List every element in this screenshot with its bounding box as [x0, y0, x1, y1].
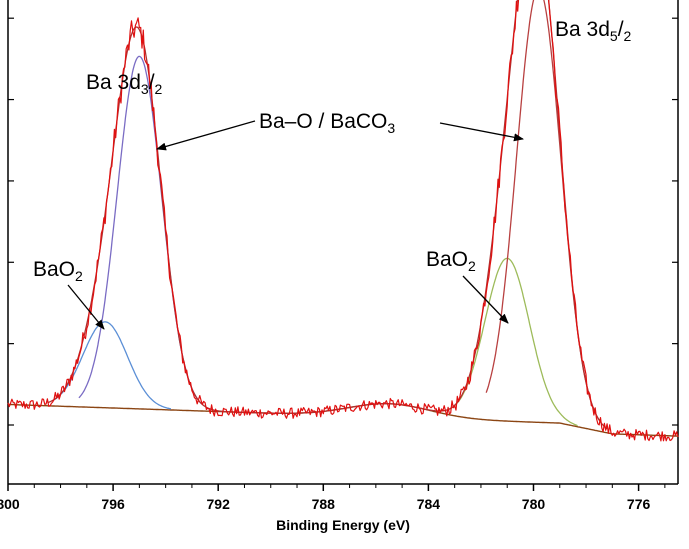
- spectrum-curves: [7, 0, 679, 442]
- ba-o-3d3-peak: [78, 55, 203, 405]
- x-tick-label: 776: [627, 496, 651, 512]
- label-bao2-left: BaO2: [33, 258, 83, 284]
- x-tick-label: 796: [101, 496, 125, 512]
- arrow-to-bao2-right: [462, 275, 509, 324]
- bao2-3d3-peak: [52, 321, 171, 410]
- x-tick-label: 780: [522, 496, 546, 512]
- peak-label-ba-3d5: Ba 3d5/2: [555, 18, 632, 44]
- x-axis-label: Binding Energy (eV): [276, 517, 410, 533]
- peak-label-ba-3d3: Ba 3d3/2: [86, 71, 163, 97]
- x-tick-label: 784: [417, 496, 441, 512]
- y-axis-ticks: [8, 17, 678, 426]
- x-tick-label: 788: [312, 496, 336, 512]
- experimental-data: [7, 0, 679, 442]
- bao2-3d5-peak: [446, 257, 578, 427]
- x-tick-label: 800: [0, 496, 20, 512]
- arrow-to-bao2-left: [67, 284, 105, 330]
- arrow-to-3d3-main: [156, 120, 256, 151]
- x-tick-label: 792: [207, 496, 231, 512]
- arrow-to-3d5-main: [439, 122, 524, 142]
- label-ba-o-baco3: Ba–O / BaCO3: [259, 110, 395, 136]
- label-bao2-right: BaO2: [426, 248, 476, 274]
- x-axis-ticks: 800 796 792 788 784 780 776: [0, 484, 666, 512]
